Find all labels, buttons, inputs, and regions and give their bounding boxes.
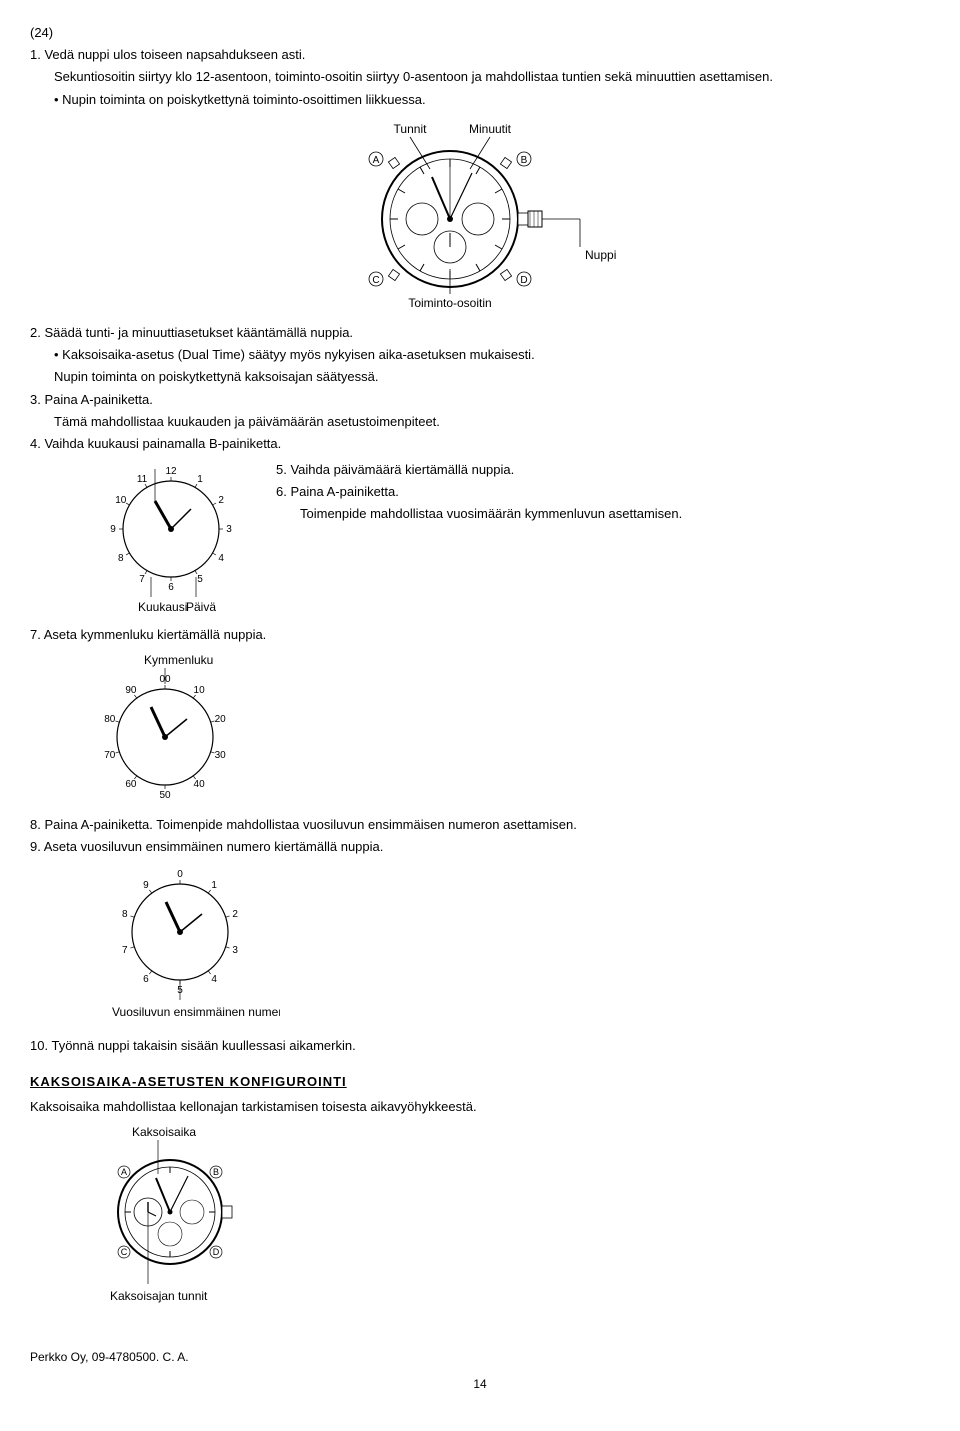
step-1-line2: Sekuntiosoitin siirtyy klo 12-asentoon, … — [54, 68, 930, 86]
svg-text:6: 6 — [143, 974, 149, 985]
svg-text:60: 60 — [125, 779, 137, 790]
month-dial-figure: 121234567891011 Kuukausi Päivä — [96, 457, 246, 622]
svg-text:2: 2 — [218, 495, 224, 506]
page-number: 14 — [30, 1376, 930, 1393]
svg-text:Vuosiluvun ensimmäinen numero: Vuosiluvun ensimmäinen numero — [112, 1005, 280, 1019]
svg-text:9: 9 — [143, 880, 149, 891]
step-num: 3. — [30, 392, 41, 407]
svg-text:Kymmenluku: Kymmenluku — [144, 653, 213, 667]
svg-text:D: D — [520, 275, 527, 286]
step-1: 1. Vedä nuppi ulos toiseen napsahdukseen… — [30, 46, 930, 64]
svg-text:20: 20 — [215, 715, 227, 726]
step-num: 2. — [30, 325, 41, 340]
svg-text:2: 2 — [232, 909, 238, 920]
svg-text:6: 6 — [168, 582, 174, 593]
svg-text:8: 8 — [122, 909, 128, 920]
step-num: 5. — [276, 462, 287, 477]
step-9: 9. Aseta vuosiluvun ensimmäinen numero k… — [30, 838, 930, 856]
dualtime-figure: Kaksoisaika A — [90, 1124, 930, 1319]
svg-text:3: 3 — [232, 945, 238, 956]
svg-text:80: 80 — [104, 715, 116, 726]
step-10: 10. Työnnä nuppi takaisin sisään kuulles… — [30, 1037, 930, 1055]
svg-text:30: 30 — [215, 750, 227, 761]
step-text: Paina A-painiketta. — [44, 392, 152, 407]
label-tunnit: Tunnit — [394, 122, 428, 136]
step-num: 1. — [30, 47, 41, 62]
page-ref: (24) — [30, 24, 930, 42]
decade-dial-figure: Kymmenluku 00 10 20 30 40 50 60 70 80 90 — [90, 652, 930, 807]
svg-text:7: 7 — [122, 945, 128, 956]
crown-icon — [518, 211, 542, 227]
step-text: Paina A-painiketta. — [290, 484, 398, 499]
step-text: Säädä tunti- ja minuuttiasetukset kääntä… — [44, 325, 353, 340]
svg-text:8: 8 — [118, 553, 124, 564]
footer-text: Perkko Oy, 09-4780500. C. A. — [30, 1349, 930, 1366]
svg-text:B: B — [521, 155, 528, 166]
svg-text:9: 9 — [110, 524, 116, 535]
svg-text:Päivä: Päivä — [186, 600, 216, 614]
step-num: 8. — [30, 817, 41, 832]
year-dial-figure: 0123456789 Vuosiluvun ensimmäinen numero — [90, 864, 930, 1029]
step-6: 6. Paina A-painiketta. — [276, 483, 930, 501]
svg-text:00: 00 — [159, 674, 171, 685]
step-5: 5. Vaihda päivämäärä kiertämällä nuppia. — [276, 461, 930, 479]
step-2-bullet1: Kaksoisaika-asetus (Dual Time) säätyy my… — [54, 346, 930, 364]
step-2-bullet2: Nupin toiminta on poiskytkettynä kaksois… — [54, 368, 930, 386]
section-heading: KAKSOISAIKA-ASETUSTEN KONFIGUROINTI — [30, 1073, 930, 1091]
svg-text:4: 4 — [218, 553, 224, 564]
step-text: Vedä nuppi ulos toiseen napsahdukseen as… — [44, 47, 305, 62]
label-minuutit: Minuutit — [469, 122, 512, 136]
svg-text:Kuukausi: Kuukausi — [138, 600, 187, 614]
step-num: 9. — [30, 839, 41, 854]
step-8: 8. Paina A-painiketta. Toimenpide mahdol… — [30, 816, 930, 834]
dualtime-intro: Kaksoisaika mahdollistaa kellonajan tark… — [30, 1098, 930, 1116]
svg-text:50: 50 — [159, 790, 171, 801]
step-num: 6. — [276, 484, 287, 499]
label-nuppi: Nuppi — [585, 248, 616, 262]
svg-text:A: A — [373, 155, 380, 166]
step-7: 7. Aseta kymmenluku kiertämällä nuppia. — [30, 626, 930, 644]
step-num: 7. — [30, 627, 41, 642]
step-text: Aseta vuosiluvun ensimmäinen numero kier… — [44, 839, 384, 854]
step-text: Vaihda kuukausi painamalla B-painiketta. — [44, 436, 281, 451]
svg-text:10: 10 — [194, 686, 206, 697]
step-text: Vaihda päivämäärä kiertämällä nuppia. — [290, 462, 514, 477]
svg-text:B: B — [213, 1167, 219, 1177]
svg-text:D: D — [213, 1247, 220, 1257]
step-text: Työnnä nuppi takaisin sisään kuullessasi… — [51, 1038, 355, 1053]
svg-text:3: 3 — [226, 524, 232, 535]
svg-text:4: 4 — [211, 974, 217, 985]
svg-text:A: A — [121, 1167, 127, 1177]
svg-text:Kaksoisajan tunnit: Kaksoisajan tunnit — [110, 1289, 208, 1303]
step-1-bullet: Nupin toiminta on poiskytkettynä toimint… — [54, 91, 930, 109]
svg-text:C: C — [121, 1247, 128, 1257]
step-6-line2: Toimenpide mahdollistaa vuosimäärän kymm… — [300, 505, 930, 523]
step-4: 4. Vaihda kuukausi painamalla B-painiket… — [30, 435, 930, 453]
step-text: Aseta kymmenluku kiertämällä nuppia. — [44, 627, 267, 642]
svg-text:70: 70 — [104, 750, 116, 761]
svg-text:1: 1 — [211, 880, 217, 891]
svg-text:40: 40 — [194, 779, 206, 790]
svg-text:5: 5 — [197, 574, 203, 585]
svg-text:7: 7 — [139, 574, 145, 585]
svg-text:0: 0 — [177, 869, 183, 880]
step-3: 3. Paina A-painiketta. — [30, 391, 930, 409]
svg-text:11: 11 — [137, 474, 148, 485]
step-3-line2: Tämä mahdollistaa kuukauden ja päivämäär… — [54, 413, 930, 431]
step-text: Paina A-painiketta. Toimenpide mahdollis… — [44, 817, 576, 832]
step-num: 4. — [30, 436, 41, 451]
svg-text:10: 10 — [115, 495, 127, 506]
watch-figure: Tunnit Minuutit — [30, 119, 930, 314]
step-num: 10. — [30, 1038, 48, 1053]
svg-text:C: C — [372, 275, 379, 286]
label-toiminto: Toiminto-osoitin — [408, 296, 491, 309]
step-2: 2. Säädä tunti- ja minuuttiasetukset kää… — [30, 324, 930, 342]
svg-text:12: 12 — [165, 466, 177, 477]
svg-text:Kaksoisaika: Kaksoisaika — [132, 1125, 196, 1139]
svg-text:1: 1 — [197, 474, 203, 485]
svg-text:90: 90 — [125, 686, 137, 697]
